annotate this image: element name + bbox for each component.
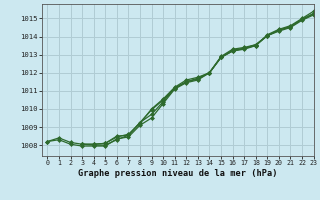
X-axis label: Graphe pression niveau de la mer (hPa): Graphe pression niveau de la mer (hPa)	[78, 169, 277, 178]
